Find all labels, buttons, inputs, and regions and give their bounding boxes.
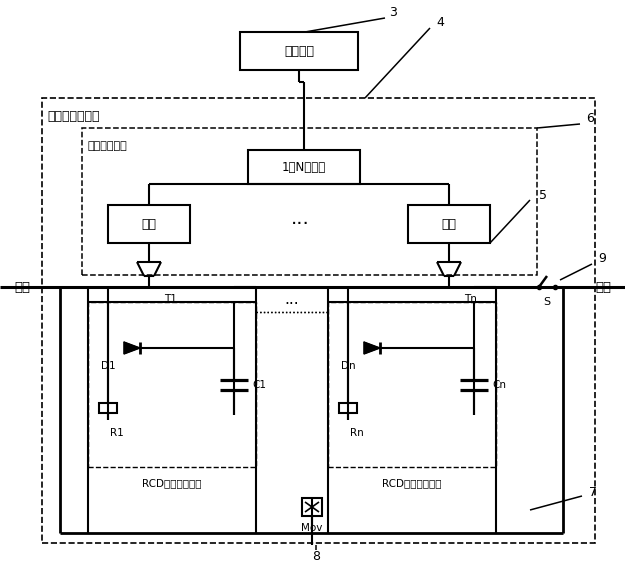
Text: RCD缓冲均压电路: RCD缓冲均压电路 [142, 478, 202, 488]
Text: Cn: Cn [492, 380, 506, 390]
Text: 1：N变压器: 1：N变压器 [282, 161, 326, 173]
Polygon shape [364, 342, 380, 354]
Text: RCD缓冲均压电路: RCD缓冲均压电路 [382, 478, 442, 488]
Bar [339, 403, 357, 413]
Bar [99, 403, 117, 413]
Bar [88, 302, 256, 467]
Text: 5: 5 [539, 189, 547, 202]
Text: 6: 6 [586, 111, 594, 124]
Text: 微控制器: 微控制器 [284, 44, 314, 57]
Text: D1: D1 [101, 361, 115, 371]
Text: Tn: Tn [464, 294, 477, 304]
Text: 4: 4 [436, 15, 444, 28]
Text: 驱动控制电路: 驱动控制电路 [87, 141, 127, 151]
Text: 驱动: 驱动 [141, 218, 156, 231]
Bar [82, 128, 537, 275]
Text: Rn: Rn [350, 428, 364, 438]
Text: C1: C1 [252, 380, 266, 390]
Text: 7: 7 [589, 486, 597, 499]
Bar [328, 302, 496, 467]
Text: R1: R1 [110, 428, 124, 438]
Bar [248, 150, 360, 184]
Text: 驱动: 驱动 [441, 218, 456, 231]
Text: 母线: 母线 [595, 281, 611, 294]
Text: ···: ··· [285, 297, 299, 312]
Text: 9: 9 [598, 252, 606, 265]
Text: T1: T1 [164, 294, 177, 304]
Text: 母线: 母线 [14, 281, 30, 294]
Text: Dn: Dn [341, 361, 355, 371]
Text: 8: 8 [312, 550, 320, 563]
Bar [240, 32, 358, 70]
Bar [42, 98, 595, 543]
Text: ···: ··· [291, 215, 309, 233]
Text: 高压电切换开关: 高压电切换开关 [47, 110, 99, 123]
Bar [302, 498, 322, 516]
Text: Mov: Mov [301, 523, 322, 533]
Bar [408, 205, 490, 243]
Polygon shape [124, 342, 140, 354]
Text: 3: 3 [389, 6, 397, 19]
Bar [108, 205, 190, 243]
Text: S: S [544, 297, 551, 307]
